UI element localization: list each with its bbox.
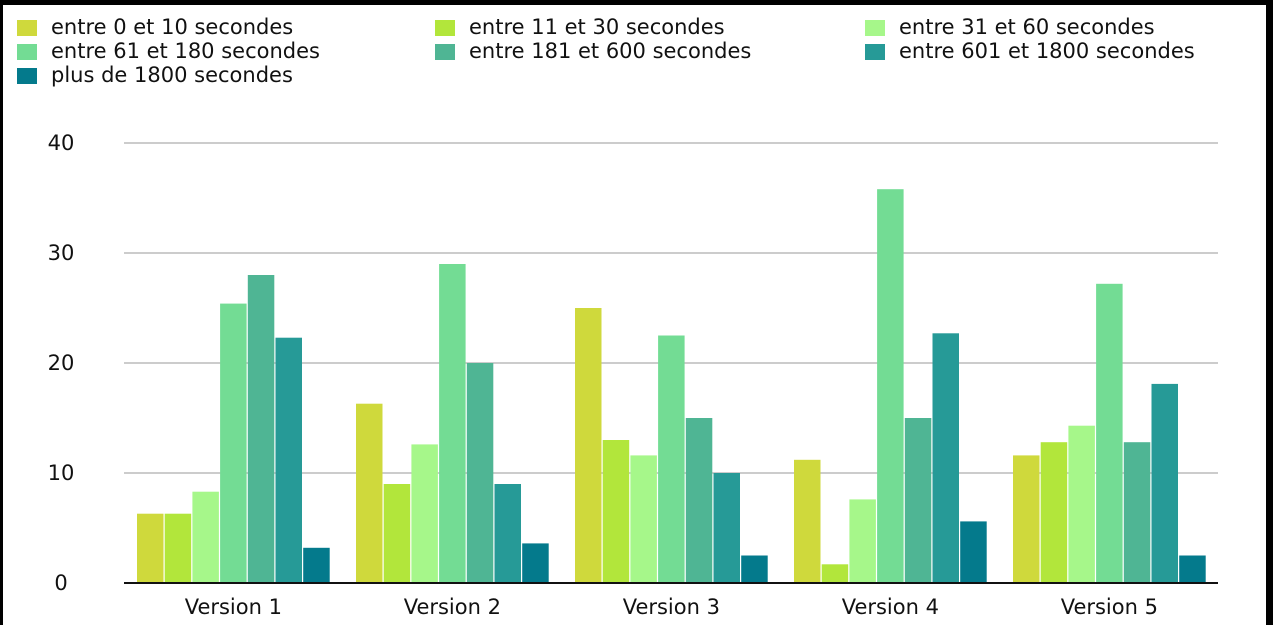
- bar: [713, 473, 740, 583]
- bar: [383, 484, 411, 583]
- bar: [220, 303, 247, 583]
- legend-item: entre 601 et 1800 secondes: [865, 39, 1195, 63]
- legend-label: entre 61 et 180 secondes: [51, 39, 320, 63]
- legend-swatch: [435, 20, 455, 36]
- bar: [494, 484, 521, 583]
- bar: [1123, 442, 1151, 583]
- bar: [1096, 283, 1123, 583]
- bar: [411, 444, 438, 583]
- bar: [164, 513, 192, 583]
- bar: [1068, 425, 1095, 583]
- y-tick-label: 40: [48, 131, 75, 155]
- bar: [741, 555, 768, 583]
- bar: [849, 499, 876, 583]
- x-tick-label: Version 5: [1061, 595, 1158, 619]
- legend-swatch: [17, 20, 37, 36]
- legend-label: entre 601 et 1800 secondes: [899, 39, 1195, 63]
- legend-item: entre 31 et 60 secondes: [865, 15, 1155, 39]
- bar: [1013, 455, 1040, 583]
- bar: [247, 275, 275, 583]
- bar: [356, 403, 383, 583]
- bar: [192, 491, 219, 583]
- bars: [137, 189, 1206, 583]
- y-tick-label: 30: [48, 241, 75, 265]
- bar: [658, 335, 685, 583]
- x-tick-label: Version 1: [185, 595, 282, 619]
- y-tick-label: 0: [54, 571, 67, 595]
- bar: [685, 418, 713, 583]
- bar: [275, 337, 302, 583]
- grouped-bar-chart: entre 0 et 10 secondes entre 11 et 30 sec…: [17, 15, 1218, 619]
- bar: [877, 189, 904, 583]
- bar: [575, 308, 602, 583]
- legend-label: entre 31 et 60 secondes: [899, 15, 1155, 39]
- bar: [439, 264, 466, 583]
- y-axis: 0 10 20 30 40: [48, 131, 75, 595]
- legend-swatch: [865, 44, 885, 60]
- legend-swatch: [17, 68, 37, 84]
- legend-swatch: [865, 20, 885, 36]
- x-tick-label: Version 4: [842, 595, 939, 619]
- y-tick-label: 10: [48, 461, 75, 485]
- bar: [904, 418, 932, 583]
- legend-swatch: [435, 44, 455, 60]
- bar: [1151, 383, 1178, 583]
- legend-swatch: [17, 44, 37, 60]
- bar: [522, 543, 549, 583]
- bar: [1040, 442, 1068, 583]
- bar: [960, 521, 987, 583]
- legend-label: entre 11 et 30 secondes: [469, 15, 725, 39]
- legend-label: entre 181 et 600 secondes: [469, 39, 751, 63]
- bar: [794, 459, 821, 583]
- bar: [932, 333, 959, 583]
- legend-item: entre 0 et 10 secondes: [17, 15, 293, 39]
- x-tick-label: Version 2: [404, 595, 501, 619]
- legend-item: plus de 1800 secondes: [17, 63, 293, 87]
- bar: [1179, 555, 1206, 583]
- legend-label: plus de 1800 secondes: [51, 63, 293, 87]
- x-tick-label: Version 3: [623, 595, 720, 619]
- bar: [602, 440, 630, 583]
- legend-item: entre 61 et 180 secondes: [17, 39, 320, 63]
- legend-label: entre 0 et 10 secondes: [51, 15, 293, 39]
- bar: [821, 564, 849, 583]
- legend-item: entre 11 et 30 secondes: [435, 15, 725, 39]
- bar: [466, 363, 494, 583]
- bar: [303, 547, 330, 583]
- y-tick-label: 20: [48, 351, 75, 375]
- bar: [630, 455, 657, 583]
- bar: [137, 513, 164, 583]
- x-axis: Version 1 Version 2 Version 3 Version 4 Vers…: [124, 582, 1218, 619]
- legend: entre 0 et 10 secondes entre 11 et 30 sec…: [17, 15, 1195, 87]
- legend-item: entre 181 et 600 secondes: [435, 39, 751, 63]
